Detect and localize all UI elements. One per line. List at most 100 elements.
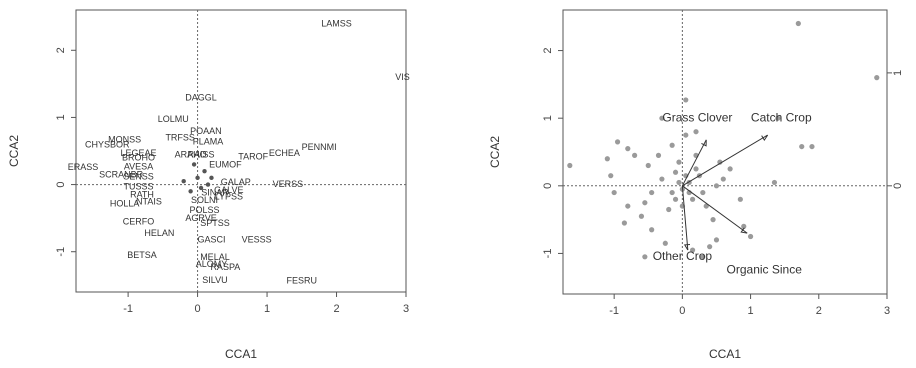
y-tick-label: -1 bbox=[542, 249, 554, 259]
x-tick-label: 3 bbox=[403, 303, 409, 315]
species-label: TAROF bbox=[238, 151, 268, 161]
y-tick-label: -1 bbox=[55, 247, 67, 257]
species-label: ERASS bbox=[68, 162, 99, 172]
env-arrow-label: Other Crop bbox=[653, 249, 713, 263]
species-point bbox=[195, 175, 200, 181]
species-label: PLAMA bbox=[193, 137, 224, 147]
species-label: CERFO bbox=[123, 217, 155, 227]
right-tick-label: 1 bbox=[892, 70, 904, 76]
species-label: RAISS bbox=[188, 149, 215, 159]
site-point bbox=[642, 254, 648, 260]
site-point bbox=[737, 196, 743, 202]
species-label: LAMSS bbox=[321, 18, 352, 28]
species-label: DAGGL bbox=[185, 92, 217, 102]
site-point bbox=[666, 206, 672, 213]
species-label: EUMOF bbox=[209, 159, 242, 169]
site-point bbox=[608, 173, 614, 179]
site-point bbox=[649, 189, 655, 196]
site-point bbox=[662, 240, 668, 246]
x-axis-label: CCA1 bbox=[225, 347, 257, 361]
site-point bbox=[638, 213, 645, 219]
site-point bbox=[611, 189, 617, 196]
site-point bbox=[669, 142, 675, 148]
x-axis-label: CCA1 bbox=[709, 347, 741, 361]
site-point bbox=[795, 20, 801, 27]
site-point bbox=[683, 97, 689, 103]
site-point bbox=[659, 176, 665, 182]
species-label: GALVE bbox=[214, 185, 243, 195]
x-tick-label: 0 bbox=[195, 303, 201, 315]
species-label: LEGEAE bbox=[121, 148, 157, 158]
species-label: MELAL bbox=[200, 252, 230, 262]
site-point bbox=[659, 115, 665, 121]
species-label: LOLMU bbox=[158, 114, 189, 124]
species-label: TUSSS bbox=[124, 182, 154, 192]
site-point bbox=[747, 233, 754, 240]
species-label: ALOMY bbox=[196, 259, 228, 269]
species-label: FESRU bbox=[287, 276, 318, 286]
site-point bbox=[693, 166, 699, 172]
env-arrow-label: Grass Clover bbox=[662, 111, 732, 125]
site-point bbox=[727, 166, 733, 172]
species-label: GASCI bbox=[197, 235, 225, 245]
species-point bbox=[209, 175, 214, 181]
x-tick-label: 1 bbox=[264, 303, 270, 315]
site-point bbox=[672, 196, 679, 202]
env-arrow bbox=[682, 185, 748, 234]
species-label: VESSS bbox=[242, 235, 272, 245]
site-point bbox=[625, 203, 631, 209]
species-point bbox=[191, 162, 197, 167]
species-label: HELAN bbox=[144, 228, 174, 238]
y-axis-label: CCA2 bbox=[488, 136, 502, 168]
species-label: SCRANBR bbox=[99, 170, 144, 180]
y-tick-label: 1 bbox=[55, 114, 67, 120]
species-label: MONSS bbox=[108, 135, 141, 145]
site-point bbox=[700, 254, 706, 260]
env-arrow-label: Catch Crop bbox=[751, 111, 812, 125]
site-point bbox=[567, 162, 573, 169]
species-point bbox=[202, 168, 207, 174]
species-label: SOLNI bbox=[191, 195, 218, 205]
y-tick-label: 2 bbox=[55, 47, 67, 53]
site-point bbox=[741, 223, 747, 229]
env-arrow-head bbox=[683, 243, 691, 251]
species-label: LYPSS bbox=[215, 192, 243, 202]
site-point bbox=[672, 169, 679, 175]
x-tick-label: 2 bbox=[816, 305, 822, 317]
site-point bbox=[621, 220, 627, 226]
species-label: AGRVE bbox=[185, 213, 216, 223]
site-point bbox=[614, 139, 621, 145]
site-point bbox=[710, 217, 716, 223]
species-label: BETSA bbox=[127, 250, 157, 260]
site-point bbox=[693, 129, 699, 135]
site-point bbox=[700, 189, 706, 196]
x-tick-label: 3 bbox=[884, 305, 890, 317]
species-label: TRFSS bbox=[165, 133, 195, 143]
site-point bbox=[809, 143, 815, 150]
env-arrow bbox=[681, 139, 707, 187]
site-point bbox=[683, 132, 689, 138]
site-point bbox=[676, 179, 682, 186]
site-point bbox=[713, 183, 720, 189]
site-point bbox=[655, 152, 662, 158]
species-label: SINAR bbox=[201, 188, 229, 198]
species-label: PENNMI bbox=[302, 142, 337, 152]
site-point bbox=[775, 115, 781, 121]
species-point bbox=[181, 179, 186, 184]
species-label: BROHO bbox=[122, 153, 155, 163]
plot-frame bbox=[562, 9, 888, 295]
env-arrow-head bbox=[740, 227, 748, 234]
x-tick-label: 2 bbox=[333, 303, 339, 315]
env-arrow-head bbox=[761, 134, 769, 142]
species-point bbox=[188, 189, 193, 194]
site-point bbox=[604, 156, 610, 162]
site-point bbox=[707, 244, 713, 250]
site-point bbox=[874, 75, 880, 81]
species-label: RATH bbox=[130, 190, 154, 200]
species-label: ECHEA bbox=[269, 148, 300, 158]
y-tick-label: 1 bbox=[542, 115, 554, 121]
site-point bbox=[690, 247, 696, 253]
site-point bbox=[625, 146, 631, 152]
env-arrow-label: Organic Since bbox=[727, 263, 803, 277]
